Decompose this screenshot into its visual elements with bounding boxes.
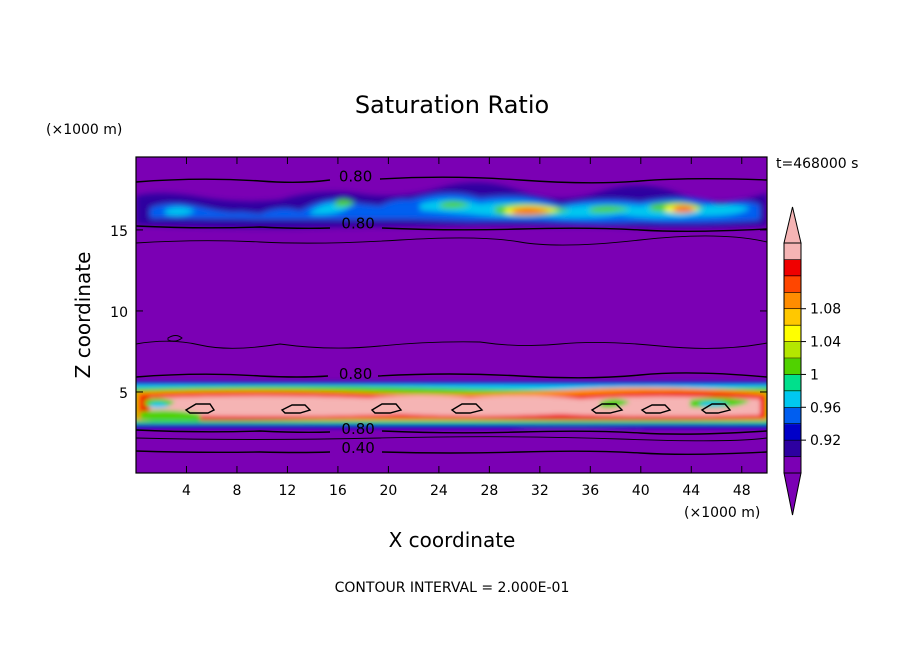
colorbar-swatch	[784, 259, 801, 277]
chart-title: Saturation Ratio	[355, 91, 549, 119]
colorbar-tick-label: 1	[810, 367, 819, 383]
y-tick-label: 5	[119, 386, 128, 402]
colorbar-swatch	[784, 275, 801, 293]
y-axis-ticks: 5 10 15	[110, 224, 767, 402]
colorbar-swatch	[784, 390, 801, 408]
contour-label: 0.80	[339, 167, 372, 185]
x-tick-label: 32	[531, 483, 549, 499]
lower-layer-cyan	[136, 385, 767, 391]
x-unit-label: (×1000 m)	[684, 505, 760, 521]
x-tick-label: 24	[430, 483, 448, 499]
colorbar-tick-label: 1.04	[810, 335, 841, 351]
y-tick-label: 10	[110, 305, 128, 321]
x-tick-label: 44	[682, 483, 700, 499]
plot-frame	[135, 156, 768, 474]
colorbar: 0.92 0.96 1 1.04 1.08	[783, 206, 841, 516]
x-tick-label: 40	[632, 483, 650, 499]
x-tick-label: 20	[379, 483, 397, 499]
contour-label: 0.80	[339, 365, 372, 383]
contour-label: 0.40	[341, 439, 374, 457]
contour-label: 0.80	[341, 420, 374, 438]
colorbar-swatch	[784, 358, 801, 375]
contour-line	[136, 450, 767, 455]
contour-labels: 0.800.800.800.800.40	[339, 167, 375, 456]
colorbar-swatch	[784, 407, 801, 425]
contour-line	[136, 436, 767, 442]
y-tick-label: 15	[110, 224, 128, 240]
x-axis-label: X coordinate	[389, 528, 516, 552]
colorbar-swatch	[784, 325, 801, 343]
contour-line	[136, 176, 767, 184]
upper-layer-cyan	[165, 199, 750, 218]
x-tick-label: 48	[733, 483, 751, 499]
colorbar-swatch	[784, 243, 801, 260]
colorbar-tick-label: 1.08	[810, 302, 841, 318]
colorbar-swatch	[784, 308, 801, 326]
y-unit-label: (×1000 m)	[46, 122, 122, 138]
colorbar-swatch	[784, 456, 801, 474]
x-tick-label: 12	[279, 483, 297, 499]
contour-line	[136, 235, 767, 246]
upper-layer-red	[512, 205, 696, 215]
x-tick-label: 28	[480, 483, 498, 499]
contour-line	[136, 225, 767, 232]
contour-line	[167, 335, 183, 342]
colorbar-max-arrow	[783, 206, 802, 244]
lower-layer-base	[136, 420, 767, 426]
time-label: t=468000 s	[776, 156, 858, 172]
contour-interval-footer: CONTOUR INTERVAL = 2.000E-01	[335, 580, 570, 596]
x-tick-label: 4	[182, 483, 191, 499]
contour-line	[136, 340, 767, 349]
contour-label: 0.80	[341, 214, 374, 232]
colorbar-swatch	[784, 292, 801, 310]
contour-line	[136, 372, 767, 379]
colorbar-min-arrow	[783, 472, 802, 516]
colorbar-swatch	[784, 423, 801, 441]
colorbar-swatch	[784, 440, 801, 458]
lower-layer-pink	[150, 395, 760, 417]
y-axis-label: Z coordinate	[71, 252, 95, 379]
colorbar-tick-label: 0.96	[810, 400, 841, 416]
contour-line	[184, 403, 732, 414]
colorbar-swatch	[784, 374, 801, 392]
heatmap-field	[136, 157, 767, 473]
x-tick-label: 16	[329, 483, 347, 499]
lower-layer-base-blue	[136, 424, 767, 428]
colorbar-frame	[783, 242, 802, 474]
x-tick-label: 8	[232, 483, 241, 499]
colorbar-tick-label: 0.92	[810, 433, 841, 449]
colorbar-swatch	[784, 341, 801, 359]
contour-lines	[136, 176, 767, 455]
x-tick-label: 36	[581, 483, 599, 499]
x-axis-ticks: 4 8 12 16 20 24 28 32 36 40 44 48	[182, 157, 751, 499]
contour-line	[136, 429, 767, 435]
